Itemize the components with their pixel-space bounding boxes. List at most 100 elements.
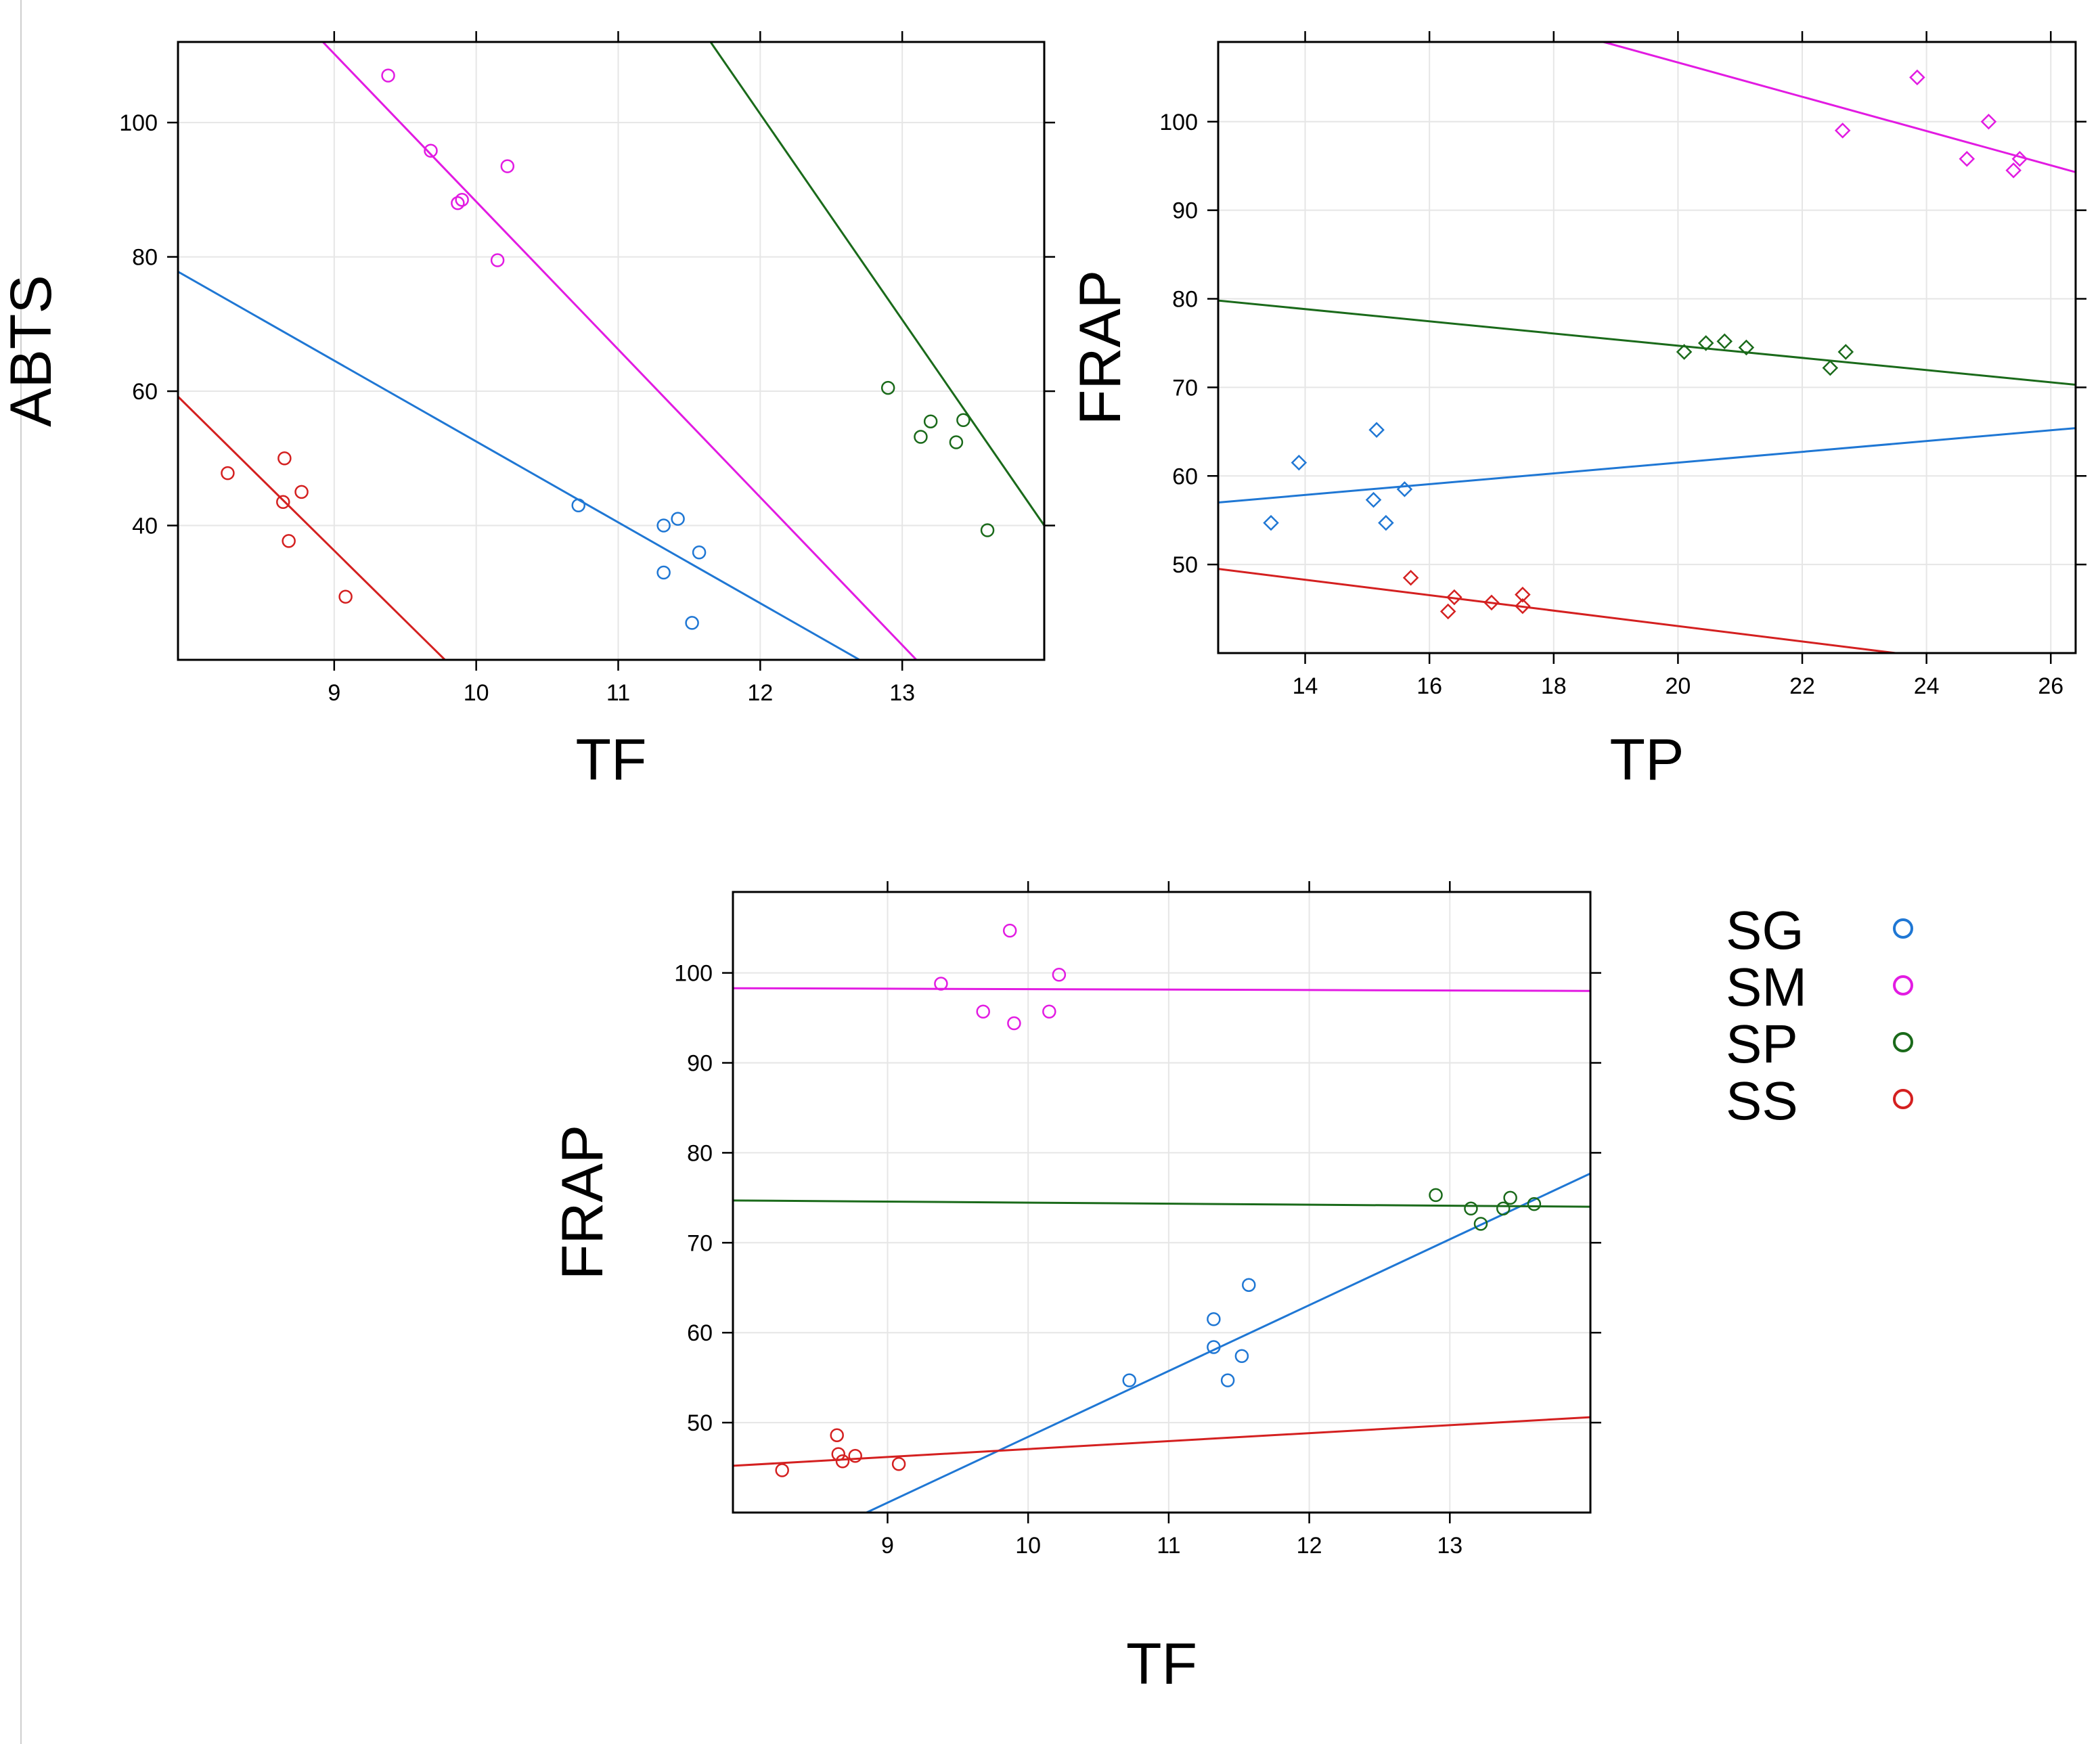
- y-tick-label: 90: [687, 1051, 713, 1077]
- point-sm: [934, 977, 948, 991]
- y-tick-label: 100: [1159, 110, 1198, 135]
- x-tick-label: 10: [464, 680, 489, 706]
- point-sp: [1738, 339, 1755, 356]
- point-sp: [1496, 1201, 1511, 1216]
- x-tick-label: 20: [1665, 673, 1691, 699]
- y-tick-label: 50: [687, 1410, 713, 1436]
- fit-line-ss: [178, 395, 446, 660]
- point-ss: [221, 466, 235, 480]
- legend-marker-sm: [1893, 975, 1913, 996]
- point-sm: [1007, 1016, 1021, 1031]
- fit-line-sp: [733, 1199, 1590, 1208]
- y-tick-label: 60: [687, 1320, 713, 1346]
- y-axis-label: FRAP: [1068, 270, 1133, 425]
- y-axis-label: FRAP: [550, 1125, 615, 1280]
- point-sp: [1503, 1190, 1517, 1205]
- x-axis-label: TF: [1126, 1632, 1197, 1697]
- y-tick-label: 100: [674, 961, 713, 987]
- y-tick-label: 80: [1172, 287, 1198, 313]
- x-axis-label: TF: [575, 728, 646, 792]
- point-sg: [656, 518, 671, 533]
- x-tick-label: 13: [1437, 1533, 1462, 1559]
- point-sm: [381, 68, 395, 83]
- point-sp: [1429, 1188, 1443, 1203]
- y-tick-label: 80: [132, 245, 158, 271]
- y-tick-label: 60: [132, 379, 158, 405]
- fit-line-ss: [1218, 568, 1896, 653]
- point-sp: [880, 380, 895, 395]
- panel-abts-vs-tf: 9 10 11 12 13 40 60 80 100 TF ABTS: [0, 31, 1055, 792]
- point-ss: [891, 1456, 906, 1471]
- y-tick-label: 70: [687, 1230, 713, 1256]
- fit-line-sg: [1218, 427, 2076, 504]
- point-sg: [1365, 491, 1382, 508]
- fit-line-sg: [178, 271, 860, 660]
- legend-label-sp: SP: [1726, 1014, 1798, 1074]
- point-ss: [294, 485, 309, 499]
- panel-frap-vs-tf: 9 10 11 12 13 50 60 70 80 90 100 TF FRAP: [550, 881, 1601, 1697]
- point-sp: [1676, 344, 1693, 360]
- legend-marker-sp: [1893, 1032, 1913, 1052]
- point-sp: [1697, 335, 1714, 351]
- point-sp: [949, 435, 964, 449]
- point-sg: [1122, 1373, 1136, 1387]
- point-ss: [276, 495, 290, 510]
- legend-label-ss: SS: [1726, 1071, 1798, 1131]
- point-ss: [1515, 586, 1531, 603]
- x-tick-label: 9: [881, 1533, 894, 1559]
- point-sm: [1834, 122, 1851, 139]
- legend-label-sm: SM: [1726, 957, 1807, 1017]
- x-tick-label: 10: [1015, 1533, 1041, 1559]
- point-sm: [500, 159, 515, 173]
- x-tick-label: 16: [1416, 673, 1442, 699]
- point-sg: [1378, 514, 1394, 531]
- x-tick-label: 9: [328, 680, 340, 706]
- point-ss: [1402, 569, 1419, 586]
- point-sm: [451, 196, 465, 210]
- y-tick-label: 100: [119, 110, 158, 136]
- fit-line-sm: [1603, 42, 2076, 173]
- point-ss: [1446, 589, 1462, 606]
- x-tick-label: 18: [1541, 673, 1567, 699]
- point-sg: [656, 565, 671, 580]
- point-sg: [1207, 1312, 1221, 1326]
- point-sp: [1822, 359, 1839, 376]
- y-axis-label: ABTS: [0, 275, 64, 427]
- x-tick-label: 13: [889, 680, 915, 706]
- point-sg: [671, 512, 685, 526]
- point-sm: [1042, 1004, 1056, 1019]
- y-tick-label: 70: [1172, 375, 1198, 401]
- fit-line-sm: [733, 987, 1590, 992]
- point-ss: [831, 1447, 846, 1461]
- page-edge-rule: [20, 0, 22, 1744]
- x-tick-label: 12: [747, 680, 773, 706]
- plot-frame: [732, 891, 1592, 1514]
- plot-frame: [1217, 41, 2077, 654]
- plot-frame: [177, 41, 1046, 661]
- point-sg: [571, 498, 585, 512]
- point-ss: [830, 1428, 844, 1442]
- point-sp: [1837, 344, 1854, 360]
- point-sm: [1980, 114, 1997, 130]
- point-sp: [914, 430, 928, 444]
- point-sm: [1909, 69, 1925, 86]
- point-ss: [1439, 603, 1456, 620]
- point-sm: [1052, 968, 1067, 982]
- legend-marker-sg: [1893, 918, 1913, 939]
- point-sm: [976, 1004, 990, 1019]
- y-tick-label: 40: [132, 514, 158, 539]
- panel-frap-vs-tp: 14 16 18 20 22 24 26 50 60 70 80 90 100 TP FRAP: [1068, 31, 2086, 792]
- point-ss: [338, 589, 353, 604]
- point-sg: [1234, 1349, 1249, 1364]
- y-tick-label: 50: [1172, 552, 1198, 578]
- point-sm: [2005, 162, 2021, 179]
- point-sm: [1002, 923, 1017, 938]
- fit-line-sm: [321, 42, 918, 660]
- point-sg: [685, 616, 699, 630]
- point-ss: [848, 1449, 862, 1463]
- point-sp: [1716, 333, 1733, 350]
- point-ss: [775, 1463, 789, 1477]
- point-sm: [1959, 150, 1975, 167]
